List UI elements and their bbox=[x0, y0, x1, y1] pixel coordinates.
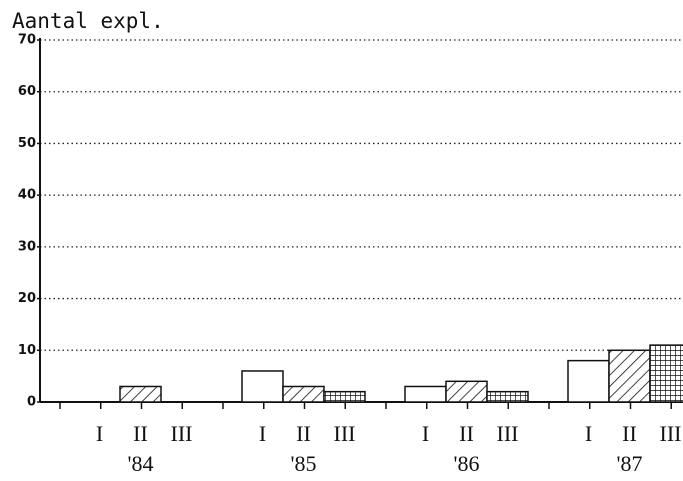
y-tick-label: 0 bbox=[27, 395, 36, 410]
y-tick-label: 50 bbox=[18, 136, 36, 151]
series-label: III bbox=[334, 421, 356, 446]
series-label: I bbox=[96, 421, 103, 446]
bar bbox=[649, 344, 683, 403]
series-label: III bbox=[497, 421, 519, 446]
bar bbox=[404, 385, 447, 403]
series-label: II bbox=[622, 421, 637, 446]
series-label: II bbox=[459, 421, 474, 446]
series-label: II bbox=[133, 421, 148, 446]
x-tick-label: '86 bbox=[454, 451, 480, 476]
y-tick-label: 20 bbox=[18, 291, 36, 306]
x-tick-label: '85 bbox=[291, 451, 317, 476]
bar bbox=[282, 385, 325, 403]
bar bbox=[486, 390, 529, 403]
x-tick-label: '84 bbox=[128, 451, 154, 476]
y-tick-label: 60 bbox=[18, 84, 36, 99]
series-label: I bbox=[422, 421, 429, 446]
x-tick-label: '87 bbox=[617, 451, 643, 476]
y-tick-label: 30 bbox=[18, 239, 36, 254]
y-tick-label: 10 bbox=[18, 343, 36, 358]
y-tick-label: 70 bbox=[18, 33, 36, 48]
bar bbox=[445, 380, 488, 403]
bar bbox=[119, 385, 162, 403]
series-label: II bbox=[296, 421, 311, 446]
series-label: I bbox=[259, 421, 266, 446]
bar bbox=[241, 370, 284, 403]
bar bbox=[567, 359, 610, 403]
series-label: I bbox=[585, 421, 592, 446]
bar bbox=[608, 349, 651, 403]
series-label: III bbox=[171, 421, 193, 446]
series-label: III bbox=[660, 421, 682, 446]
y-tick-label: 40 bbox=[18, 188, 36, 203]
chart-title: Aantal expl. bbox=[12, 9, 164, 33]
bar bbox=[323, 390, 366, 403]
